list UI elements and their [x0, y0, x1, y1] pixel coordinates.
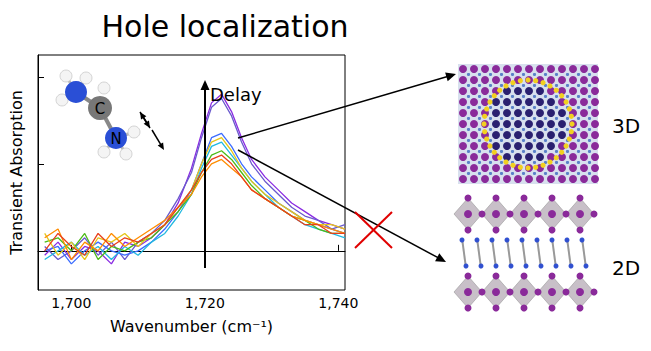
svg-text:Delay: Delay	[210, 84, 262, 105]
svg-text:1,700: 1,700	[51, 295, 91, 311]
svg-text:C: C	[95, 100, 105, 118]
svg-text:1,720: 1,720	[185, 295, 225, 311]
svg-text:Transient Absorption: Transient Absorption	[7, 90, 26, 256]
svg-text:Hole localization: Hole localization	[101, 9, 348, 44]
svg-text:Wavenumber (cm⁻¹): Wavenumber (cm⁻¹)	[110, 317, 273, 336]
svg-text:N: N	[110, 130, 121, 148]
svg-text:2D: 2D	[612, 256, 640, 280]
svg-text:1,740: 1,740	[318, 295, 358, 311]
svg-text:3D: 3D	[612, 114, 640, 138]
